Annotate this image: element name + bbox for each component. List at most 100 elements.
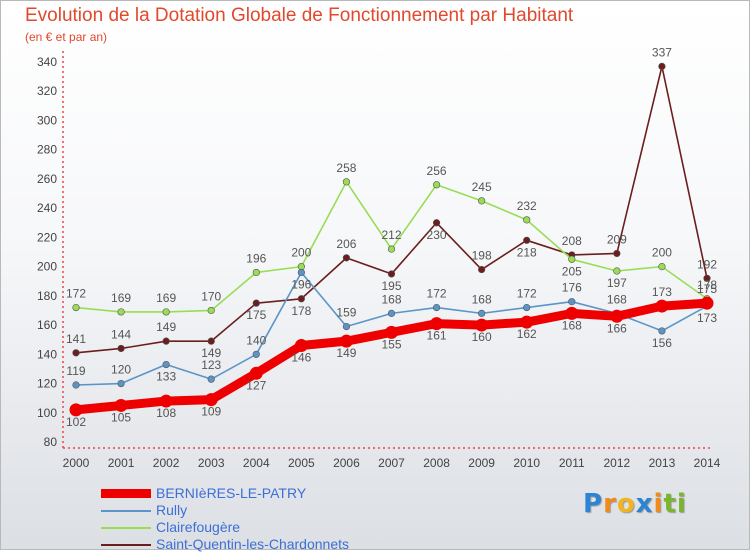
data-point xyxy=(114,398,128,412)
legend: BERNIèRES-LE-PATRY Rully Clairefougère Sain… xyxy=(101,485,421,553)
x-tick-label: 2010 xyxy=(513,456,540,470)
logo-letter: i xyxy=(676,489,687,519)
data-label: 155 xyxy=(381,337,401,351)
legend-swatch xyxy=(101,544,151,546)
data-label: 173 xyxy=(697,311,717,325)
y-tick-label: 80 xyxy=(44,435,58,449)
data-point xyxy=(252,299,260,307)
data-point xyxy=(658,263,666,271)
data-label: 156 xyxy=(652,336,672,350)
y-tick-label: 160 xyxy=(37,318,57,332)
data-point xyxy=(387,245,396,253)
data-point xyxy=(117,344,125,353)
data-point xyxy=(339,334,353,348)
data-label: 161 xyxy=(427,329,447,343)
logo-letter: r xyxy=(603,489,617,519)
data-point xyxy=(700,296,714,310)
data-label: 172 xyxy=(517,287,537,301)
data-point xyxy=(117,308,125,316)
x-tick-label: 2008 xyxy=(423,456,450,470)
data-label: 198 xyxy=(472,249,492,263)
chart-title: Evolution de la Dotation Globale de Fonc… xyxy=(25,5,574,26)
data-point xyxy=(207,306,215,315)
data-label: 168 xyxy=(562,318,582,332)
data-point xyxy=(478,265,486,274)
data-label: 162 xyxy=(517,327,537,341)
chart-subtitle: (en € et par an) xyxy=(25,30,108,44)
data-label: 175 xyxy=(246,308,266,322)
legend-label: Clairefougère xyxy=(156,519,241,535)
y-tick-label: 320 xyxy=(37,84,57,98)
data-point xyxy=(655,299,669,313)
data-point xyxy=(342,322,351,331)
data-point xyxy=(430,317,444,331)
data-point xyxy=(478,309,486,317)
data-label: 200 xyxy=(291,246,311,260)
data-point xyxy=(117,379,125,388)
y-tick-label: 240 xyxy=(37,201,57,215)
data-point xyxy=(162,308,170,316)
data-label: 245 xyxy=(472,180,492,194)
x-tick-label: 2000 xyxy=(63,456,90,470)
data-point xyxy=(432,219,441,227)
x-tick-label: 2005 xyxy=(288,456,315,470)
data-label: 141 xyxy=(66,332,86,346)
data-point xyxy=(613,249,621,258)
data-point xyxy=(520,315,534,329)
data-point xyxy=(565,306,579,320)
data-label: 119 xyxy=(66,364,85,378)
data-point xyxy=(385,325,398,339)
series-layer xyxy=(69,62,714,417)
data-point xyxy=(523,236,531,244)
y-tick-label: 340 xyxy=(37,55,57,69)
data-label: 144 xyxy=(111,327,131,341)
y-tick-label: 180 xyxy=(37,289,57,303)
x-tick-label: 2014 xyxy=(694,456,721,470)
data-point xyxy=(72,303,80,312)
proxiti-logo: Proxiti xyxy=(583,489,687,519)
data-point xyxy=(207,375,215,383)
data-label: 208 xyxy=(562,234,582,248)
data-label: 212 xyxy=(381,228,401,242)
data-point xyxy=(658,327,666,335)
legend-swatch xyxy=(101,527,151,529)
legend-item: Rully xyxy=(101,502,421,519)
y-axis: 80 100 120 140 160 180 200 220 240 260 280 300 320 34… xyxy=(37,51,64,449)
y-tick-label: 300 xyxy=(37,113,57,127)
data-label: 178 xyxy=(291,304,311,318)
x-tick-label: 2009 xyxy=(468,456,495,470)
data-label: 149 xyxy=(156,320,176,334)
data-labels-layer: 102 119 172 141 105 120 169 144 108 133 169 149 109 1… xyxy=(66,45,717,428)
data-label: 176 xyxy=(562,281,582,295)
data-label: 140 xyxy=(246,333,266,347)
legend-label: Saint-Quentin-les-Chardonnets xyxy=(156,536,349,552)
data-point xyxy=(69,403,83,417)
data-label: 166 xyxy=(607,321,627,335)
logo-letter: i xyxy=(653,489,664,519)
data-label: 169 xyxy=(111,291,131,305)
data-point xyxy=(658,62,666,70)
data-point xyxy=(252,350,260,358)
data-label: 159 xyxy=(336,306,356,320)
x-tick-label: 2007 xyxy=(378,456,405,470)
data-label: 109 xyxy=(201,405,221,419)
data-label: 149 xyxy=(201,346,221,360)
data-point xyxy=(72,349,80,357)
y-tick-label: 100 xyxy=(37,406,57,420)
data-label: 178 xyxy=(697,278,717,292)
data-point xyxy=(162,337,170,345)
data-point xyxy=(207,337,215,345)
y-tick-label: 140 xyxy=(37,347,57,361)
x-tick-label: 2006 xyxy=(333,456,360,470)
data-point xyxy=(387,309,396,317)
data-point xyxy=(610,309,624,323)
data-point xyxy=(297,268,305,277)
data-point xyxy=(432,181,441,189)
data-point xyxy=(387,270,396,278)
x-axis: 2000 2001 2002 2003 2004 2005 2006 2007 2008 2009… xyxy=(63,447,721,470)
data-point xyxy=(162,360,170,369)
data-label: 209 xyxy=(607,232,627,246)
legend-swatch xyxy=(101,510,151,512)
y-tick-label: 220 xyxy=(37,230,57,244)
data-point xyxy=(342,254,351,262)
